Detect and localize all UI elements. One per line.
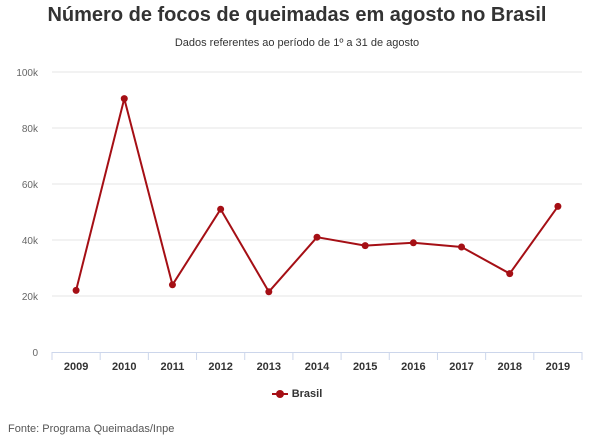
x-tick-label: 2013 <box>257 361 281 373</box>
y-tick-label: 0 <box>32 348 38 359</box>
chart-subtitle: Dados referentes ao período de 1º a 31 d… <box>174 37 420 49</box>
x-tick-label: 2014 <box>305 361 330 373</box>
y-tick-label: 40k <box>22 236 39 247</box>
legend[interactable]: Brasil <box>0 388 594 402</box>
data-point <box>554 202 562 210</box>
x-tick-label: 2017 <box>449 361 473 373</box>
y-tick-label: 20k <box>22 292 39 303</box>
data-point <box>361 242 369 250</box>
data-point <box>506 270 514 278</box>
y-tick-label: 100k <box>16 68 39 79</box>
x-tick-label: 2018 <box>497 361 521 373</box>
chart-title: Número de focos de queimadas em agosto n… <box>47 4 547 26</box>
x-tick-label: 2015 <box>353 361 377 373</box>
x-tick-label: 2011 <box>161 361 185 373</box>
legend-marker-icon <box>271 389 288 399</box>
data-point <box>458 243 466 251</box>
x-tick-label: 2010 <box>112 361 136 373</box>
data-point <box>217 205 225 213</box>
x-tick-label: 2016 <box>401 361 425 373</box>
data-point <box>265 288 273 296</box>
data-point <box>409 239 417 247</box>
legend-item-brasil[interactable]: Brasil <box>271 388 323 400</box>
y-tick-label: 80k <box>22 124 39 135</box>
data-point <box>313 233 321 241</box>
x-tick-label: 2019 <box>546 361 570 373</box>
legend-label: Brasil <box>291 388 323 400</box>
y-tick-label: 60k <box>22 180 39 191</box>
source-note: Fonte: Programa Queimadas/Inpe <box>8 423 175 435</box>
data-point <box>120 95 128 103</box>
data-point <box>168 281 176 289</box>
x-tick-label: 2012 <box>208 361 232 373</box>
x-tick-label: 2009 <box>64 361 88 373</box>
data-point <box>72 286 80 294</box>
